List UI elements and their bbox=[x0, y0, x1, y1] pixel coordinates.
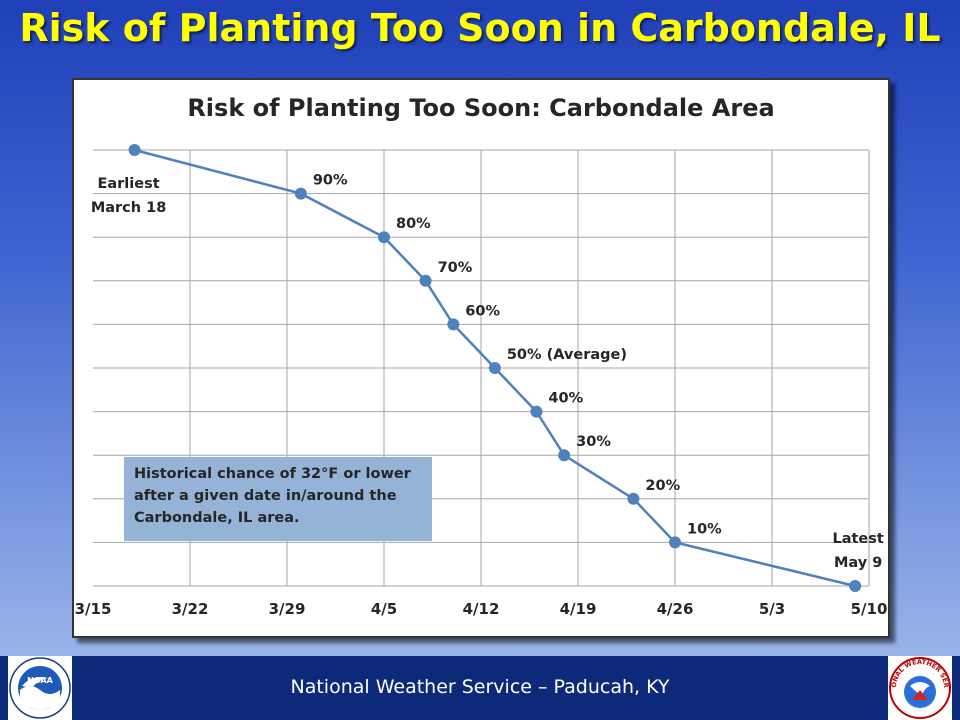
x-tick-label: 4/5 bbox=[371, 600, 397, 618]
data-point bbox=[669, 536, 681, 549]
x-tick-label: 3/29 bbox=[269, 600, 306, 618]
data-label: 30% bbox=[576, 434, 611, 450]
data-point bbox=[849, 580, 862, 592]
annotation-line: after a given date in/around the bbox=[134, 488, 397, 504]
data-label: 40% bbox=[548, 391, 583, 407]
svg-text:NOAA: NOAA bbox=[27, 676, 53, 685]
x-tick-label: 3/15 bbox=[75, 600, 112, 618]
data-label: 80% bbox=[396, 216, 431, 232]
data-label: 20% bbox=[645, 478, 680, 494]
data-label: Earliest March 18 bbox=[91, 176, 167, 216]
noaa-emblem-icon: NOAA bbox=[9, 657, 71, 719]
data-label: 50% (Average) bbox=[507, 347, 627, 363]
x-tick-label: 5/3 bbox=[759, 600, 785, 618]
chart-panel: 3/15 3/22 3/29 4/5 4/12 4/19 4/26 5/3 5/10 Earlie… bbox=[72, 78, 890, 638]
annotation-line: Carbondale, IL area. bbox=[134, 510, 300, 526]
data-point bbox=[558, 449, 571, 462]
data-point bbox=[128, 144, 141, 156]
data-label: Latest May 9 bbox=[832, 531, 883, 571]
x-tick-label: 4/12 bbox=[463, 600, 500, 618]
data-point bbox=[627, 492, 640, 505]
data-label: 60% bbox=[465, 303, 500, 319]
data-label: 70% bbox=[438, 260, 473, 276]
data-point bbox=[488, 362, 501, 374]
data-label: 10% bbox=[687, 521, 722, 537]
line-chart: 3/15 3/22 3/29 4/5 4/12 4/19 4/26 5/3 5/10 Earlie… bbox=[75, 144, 888, 618]
slide-title: Risk of Planting Too Soon in Carbondale,… bbox=[19, 6, 941, 50]
x-tick-label: 4/19 bbox=[560, 600, 597, 618]
x-tick-label: 3/22 bbox=[172, 600, 209, 618]
footer-text: National Weather Service – Paducah, KY bbox=[290, 676, 670, 698]
data-point bbox=[419, 274, 432, 287]
data-point bbox=[447, 318, 460, 331]
x-tick-label: 4/26 bbox=[657, 600, 694, 618]
chart-title: Risk of Planting Too Soon: Carbondale Ar… bbox=[187, 94, 775, 122]
data-label: 90% bbox=[313, 173, 348, 189]
data-point bbox=[378, 231, 390, 244]
annotation-line: Historical chance of 32°F or lower bbox=[134, 466, 411, 482]
x-tick-label: 5/10 bbox=[851, 600, 888, 618]
noaa-logo: NOAA bbox=[8, 656, 72, 720]
nws-emblem-icon: NATIONAL WEATHER SERVICE bbox=[888, 656, 951, 719]
data-point bbox=[294, 187, 307, 200]
footer-bar: NOAA National Weather Service – Paducah,… bbox=[0, 656, 960, 720]
annotation-box: Historical chance of 32°F or lower after… bbox=[124, 457, 432, 541]
data-point bbox=[530, 405, 543, 418]
nws-logo: NATIONAL WEATHER SERVICE bbox=[888, 656, 952, 720]
